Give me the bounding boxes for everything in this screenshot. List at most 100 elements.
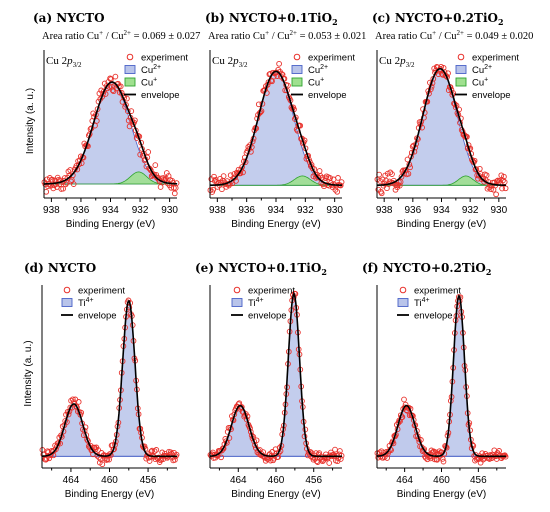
- experiment-point: [389, 171, 395, 177]
- x-tick-label: 464: [230, 475, 247, 486]
- experiment-point: [43, 188, 50, 195]
- experiment-point: [60, 185, 66, 192]
- x-tick-label: 456: [305, 475, 322, 486]
- experiment-point: [405, 170, 412, 177]
- x-tick-label: 930: [490, 205, 507, 216]
- experiment-point: [274, 73, 281, 79]
- legend-label: Cu+: [308, 77, 324, 89]
- panel-b: (b) NYCTO+0.1TiO2 Area ratio Cu+ / Cu2+ =…: [205, 11, 366, 230]
- experiment-point: [173, 451, 180, 458]
- experiment-point: [150, 171, 157, 177]
- experiment-point: [218, 454, 224, 461]
- x-tick-label: 932: [132, 205, 149, 216]
- experiment-point: [232, 174, 238, 181]
- core-level-label: Cu 2p3/2: [379, 55, 415, 69]
- legend-swatch: [231, 298, 243, 307]
- experiment-point: [491, 447, 498, 454]
- legend-label: envelope: [141, 90, 180, 101]
- experiment-point: [378, 190, 385, 197]
- y-axis-label: Intensity (a. u.): [23, 340, 34, 406]
- experiment-point: [240, 169, 246, 176]
- legend-swatch: [61, 298, 73, 307]
- experiment-point: [430, 449, 436, 455]
- experiment-point: [73, 403, 80, 410]
- experiment-point: [502, 185, 509, 192]
- legend-label: envelope: [308, 90, 347, 101]
- x-tick-label: 936: [404, 205, 421, 216]
- envelope-line: [44, 81, 177, 185]
- x-tick-label: 460: [101, 475, 118, 486]
- legend-swatch: [124, 77, 136, 87]
- legend-label: envelope: [472, 90, 511, 101]
- envelope-line: [210, 70, 342, 186]
- x-axis-label: Binding Energy (eV): [66, 219, 156, 230]
- experiment-point: [219, 186, 225, 193]
- x-tick-label: 934: [433, 205, 450, 216]
- experiment-point: [313, 458, 320, 465]
- legend-label: Cu2+: [472, 64, 492, 76]
- legend-label: experiment: [78, 286, 125, 297]
- experiment-point: [488, 186, 494, 193]
- core-level-label: Cu 2p3/2: [212, 55, 248, 69]
- x-tick-label: 936: [73, 205, 90, 216]
- panel-title: (c) NYCTO+0.2TiO2: [372, 11, 504, 27]
- legend-label: experiment: [472, 53, 519, 64]
- experiment-point: [107, 451, 113, 457]
- experiment-point: [387, 169, 394, 176]
- component-peak: [376, 68, 507, 186]
- x-tick-label: 460: [433, 475, 450, 486]
- legend-swatch: [291, 65, 303, 74]
- experiment-point: [501, 173, 507, 180]
- legend-swatch: [291, 77, 303, 87]
- legend-marker: [293, 53, 301, 61]
- experiment-point: [75, 399, 82, 405]
- x-tick-label: 934: [268, 205, 285, 216]
- experiment-point: [319, 458, 326, 465]
- x-tick-label: 938: [43, 205, 60, 216]
- panel-d: (d) NYCTO 464 460 456 Binding Energy (eV) Int…: [23, 261, 180, 500]
- experiment-point: [74, 404, 80, 411]
- experiment-point: [210, 186, 216, 193]
- experiment-point: [53, 181, 59, 188]
- experiment-point: [124, 95, 130, 102]
- envelope-line: [209, 292, 342, 458]
- experiment-point: [153, 447, 160, 453]
- experiment-point: [269, 78, 275, 85]
- component-peak: [44, 171, 177, 185]
- experiment-point: [50, 185, 57, 192]
- core-level-label: Cu 2p3/2: [46, 55, 82, 69]
- experiment-point: [149, 447, 155, 454]
- y-axis-label: Intensity (a. u.): [25, 88, 36, 154]
- experiment-point: [42, 456, 49, 463]
- experiment-point: [172, 457, 178, 463]
- experiment-point: [440, 458, 447, 465]
- x-axis-label: Binding Energy (eV): [65, 489, 155, 500]
- experiment-point: [96, 90, 103, 97]
- experiment-point: [326, 460, 333, 466]
- x-axis-label: Binding Energy (eV): [231, 219, 321, 230]
- experiment-point: [171, 190, 178, 197]
- x-tick-label: 938: [209, 205, 226, 216]
- legend-label: envelope: [78, 311, 117, 322]
- experiment-point: [146, 458, 153, 464]
- experiment-point: [307, 159, 313, 165]
- panel-c: (c) NYCTO+0.2TiO2 Area ratio Cu+ / Cu2+ =…: [372, 11, 533, 230]
- legend-label: experiment: [248, 286, 295, 297]
- experiment-point: [163, 170, 170, 176]
- experiment-point: [500, 177, 506, 184]
- experiment-point: [151, 448, 158, 455]
- experiment-point: [473, 456, 480, 463]
- experiment-point: [316, 168, 323, 174]
- envelope-line: [377, 67, 507, 187]
- experiment-point: [100, 91, 106, 97]
- panel-title: (a) NYCTO: [33, 11, 105, 25]
- experiment-point: [49, 176, 56, 183]
- experiment-point: [383, 449, 390, 455]
- x-tick-label: 936: [238, 205, 255, 216]
- x-tick-label: 464: [63, 475, 80, 486]
